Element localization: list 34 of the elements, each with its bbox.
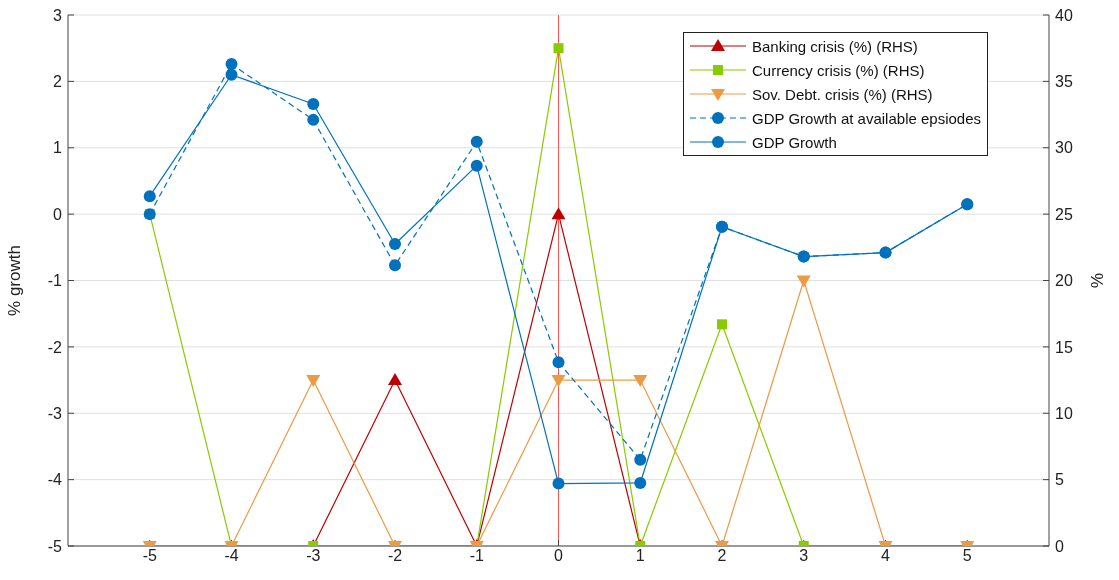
x-tick-label: -3 (306, 547, 321, 565)
x-tick-label: 3 (799, 547, 809, 565)
y2-tick-label: 30 (1055, 139, 1073, 157)
y-tick-label: -2 (47, 338, 63, 356)
y2-tick-label: 35 (1055, 73, 1073, 91)
x-tick-label: -2 (387, 547, 403, 565)
x-tick-label: -1 (469, 547, 484, 565)
x-tick-label: 5 (962, 547, 972, 565)
y2-tick-label: 40 (1055, 6, 1073, 24)
y-axis-title: % growth (5, 245, 25, 316)
y2-tick-label: 15 (1055, 338, 1073, 356)
y-tick-label: 3 (53, 6, 63, 24)
legend-label: Sov. Debt. crisis (%) (RHS) (752, 85, 933, 103)
x-tick-label: 1 (635, 547, 645, 565)
y-tick-label: -4 (47, 471, 63, 489)
x-tick-label: 4 (881, 547, 891, 565)
y-tick-label: 2 (53, 73, 63, 91)
legend-label: GDP Growth (752, 133, 837, 151)
y2-tick-label: 25 (1055, 205, 1073, 223)
legend-label: GDP Growth at available epsiodes (752, 109, 982, 127)
x-tick-label: -4 (224, 547, 239, 565)
y2-tick-label: 20 (1055, 272, 1073, 290)
y-tick-label: 1 (53, 139, 63, 157)
y2-tick-label: 10 (1055, 404, 1073, 422)
y-tick-label: -1 (47, 272, 63, 290)
legend-label: Banking crisis (%) (RHS) (752, 37, 918, 55)
y2-axis-title: % (1086, 272, 1106, 289)
y-tick-label: 0 (53, 205, 63, 223)
legend-label: Currency crisis (%) (RHS) (752, 61, 925, 79)
x-tick-label: -5 (142, 547, 157, 565)
x-tick-label: 0 (554, 547, 564, 565)
x-tick-label: 2 (717, 547, 727, 565)
y-tick-label: -3 (47, 404, 63, 422)
y2-tick-label: 5 (1055, 471, 1064, 489)
